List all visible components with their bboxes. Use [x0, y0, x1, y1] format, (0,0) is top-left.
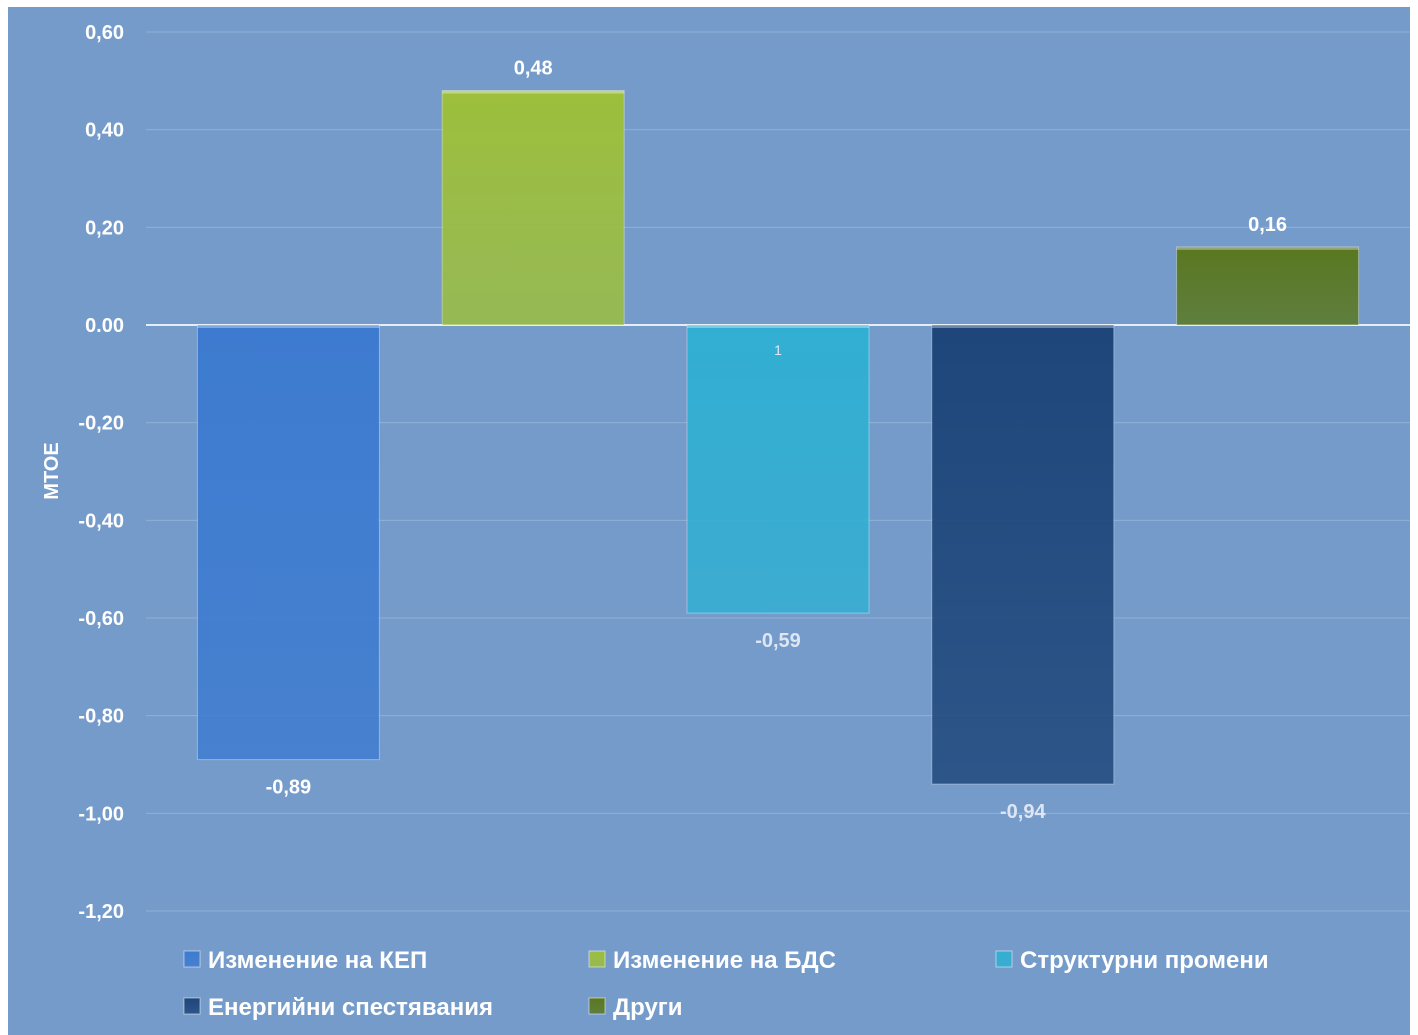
y-tick-label: 0,20	[85, 217, 124, 239]
bar-highlight	[687, 325, 869, 328]
data-label: -0,59	[755, 630, 801, 652]
data-label: 0,48	[514, 58, 553, 80]
y-axis-label: MTOE	[41, 442, 63, 499]
bar	[441, 90, 625, 326]
y-tick-label: 0,40	[85, 120, 124, 142]
legend-swatch	[588, 950, 606, 968]
data-label: -0,89	[266, 777, 312, 799]
bar-highlight	[1176, 246, 1359, 250]
y-tick-label: -1,20	[78, 901, 124, 923]
y-tick-label: -0,20	[78, 413, 124, 435]
bar	[196, 324, 380, 761]
bar-inner-label: 1	[774, 342, 782, 358]
legend-label: Структурни промени	[1020, 947, 1269, 974]
legend-label: Изменение на КЕП	[208, 947, 427, 974]
legend-swatch	[995, 950, 1013, 968]
y-tick-label: -0,60	[78, 608, 124, 630]
bar	[686, 324, 870, 614]
bar-chart: 0,60 0,40 0,20 0.00 -0,20 -0,40 -0,60 -0,80 -1,0…	[41, 22, 1410, 1021]
data-label: -0,94	[1000, 801, 1046, 823]
bar	[1176, 246, 1360, 326]
bar	[931, 324, 1115, 785]
data-label: 0,16	[1248, 214, 1287, 236]
y-tick-label: 0.00	[85, 315, 124, 337]
bar-highlight	[931, 325, 1114, 328]
legend-label: Енергийни спестявания	[208, 994, 493, 1021]
y-tick-label: -0,40	[78, 510, 124, 532]
legend-label: Други	[613, 994, 683, 1021]
y-tick-label: 0,60	[85, 22, 124, 44]
legend-swatch	[588, 997, 606, 1015]
bar-highlight	[197, 325, 380, 328]
legend-swatch	[183, 997, 201, 1015]
bar-highlight	[442, 90, 625, 94]
legend-label: Изменение на БДС	[613, 947, 836, 974]
legend-swatch	[183, 950, 201, 968]
y-tick-label: -0,80	[78, 706, 124, 728]
chart-area: 0,60 0,40 0,20 0.00 -0,20 -0,40 -0,60 -0,80 -1,0…	[8, 7, 1410, 1035]
y-tick-label: -1,00	[78, 803, 124, 825]
